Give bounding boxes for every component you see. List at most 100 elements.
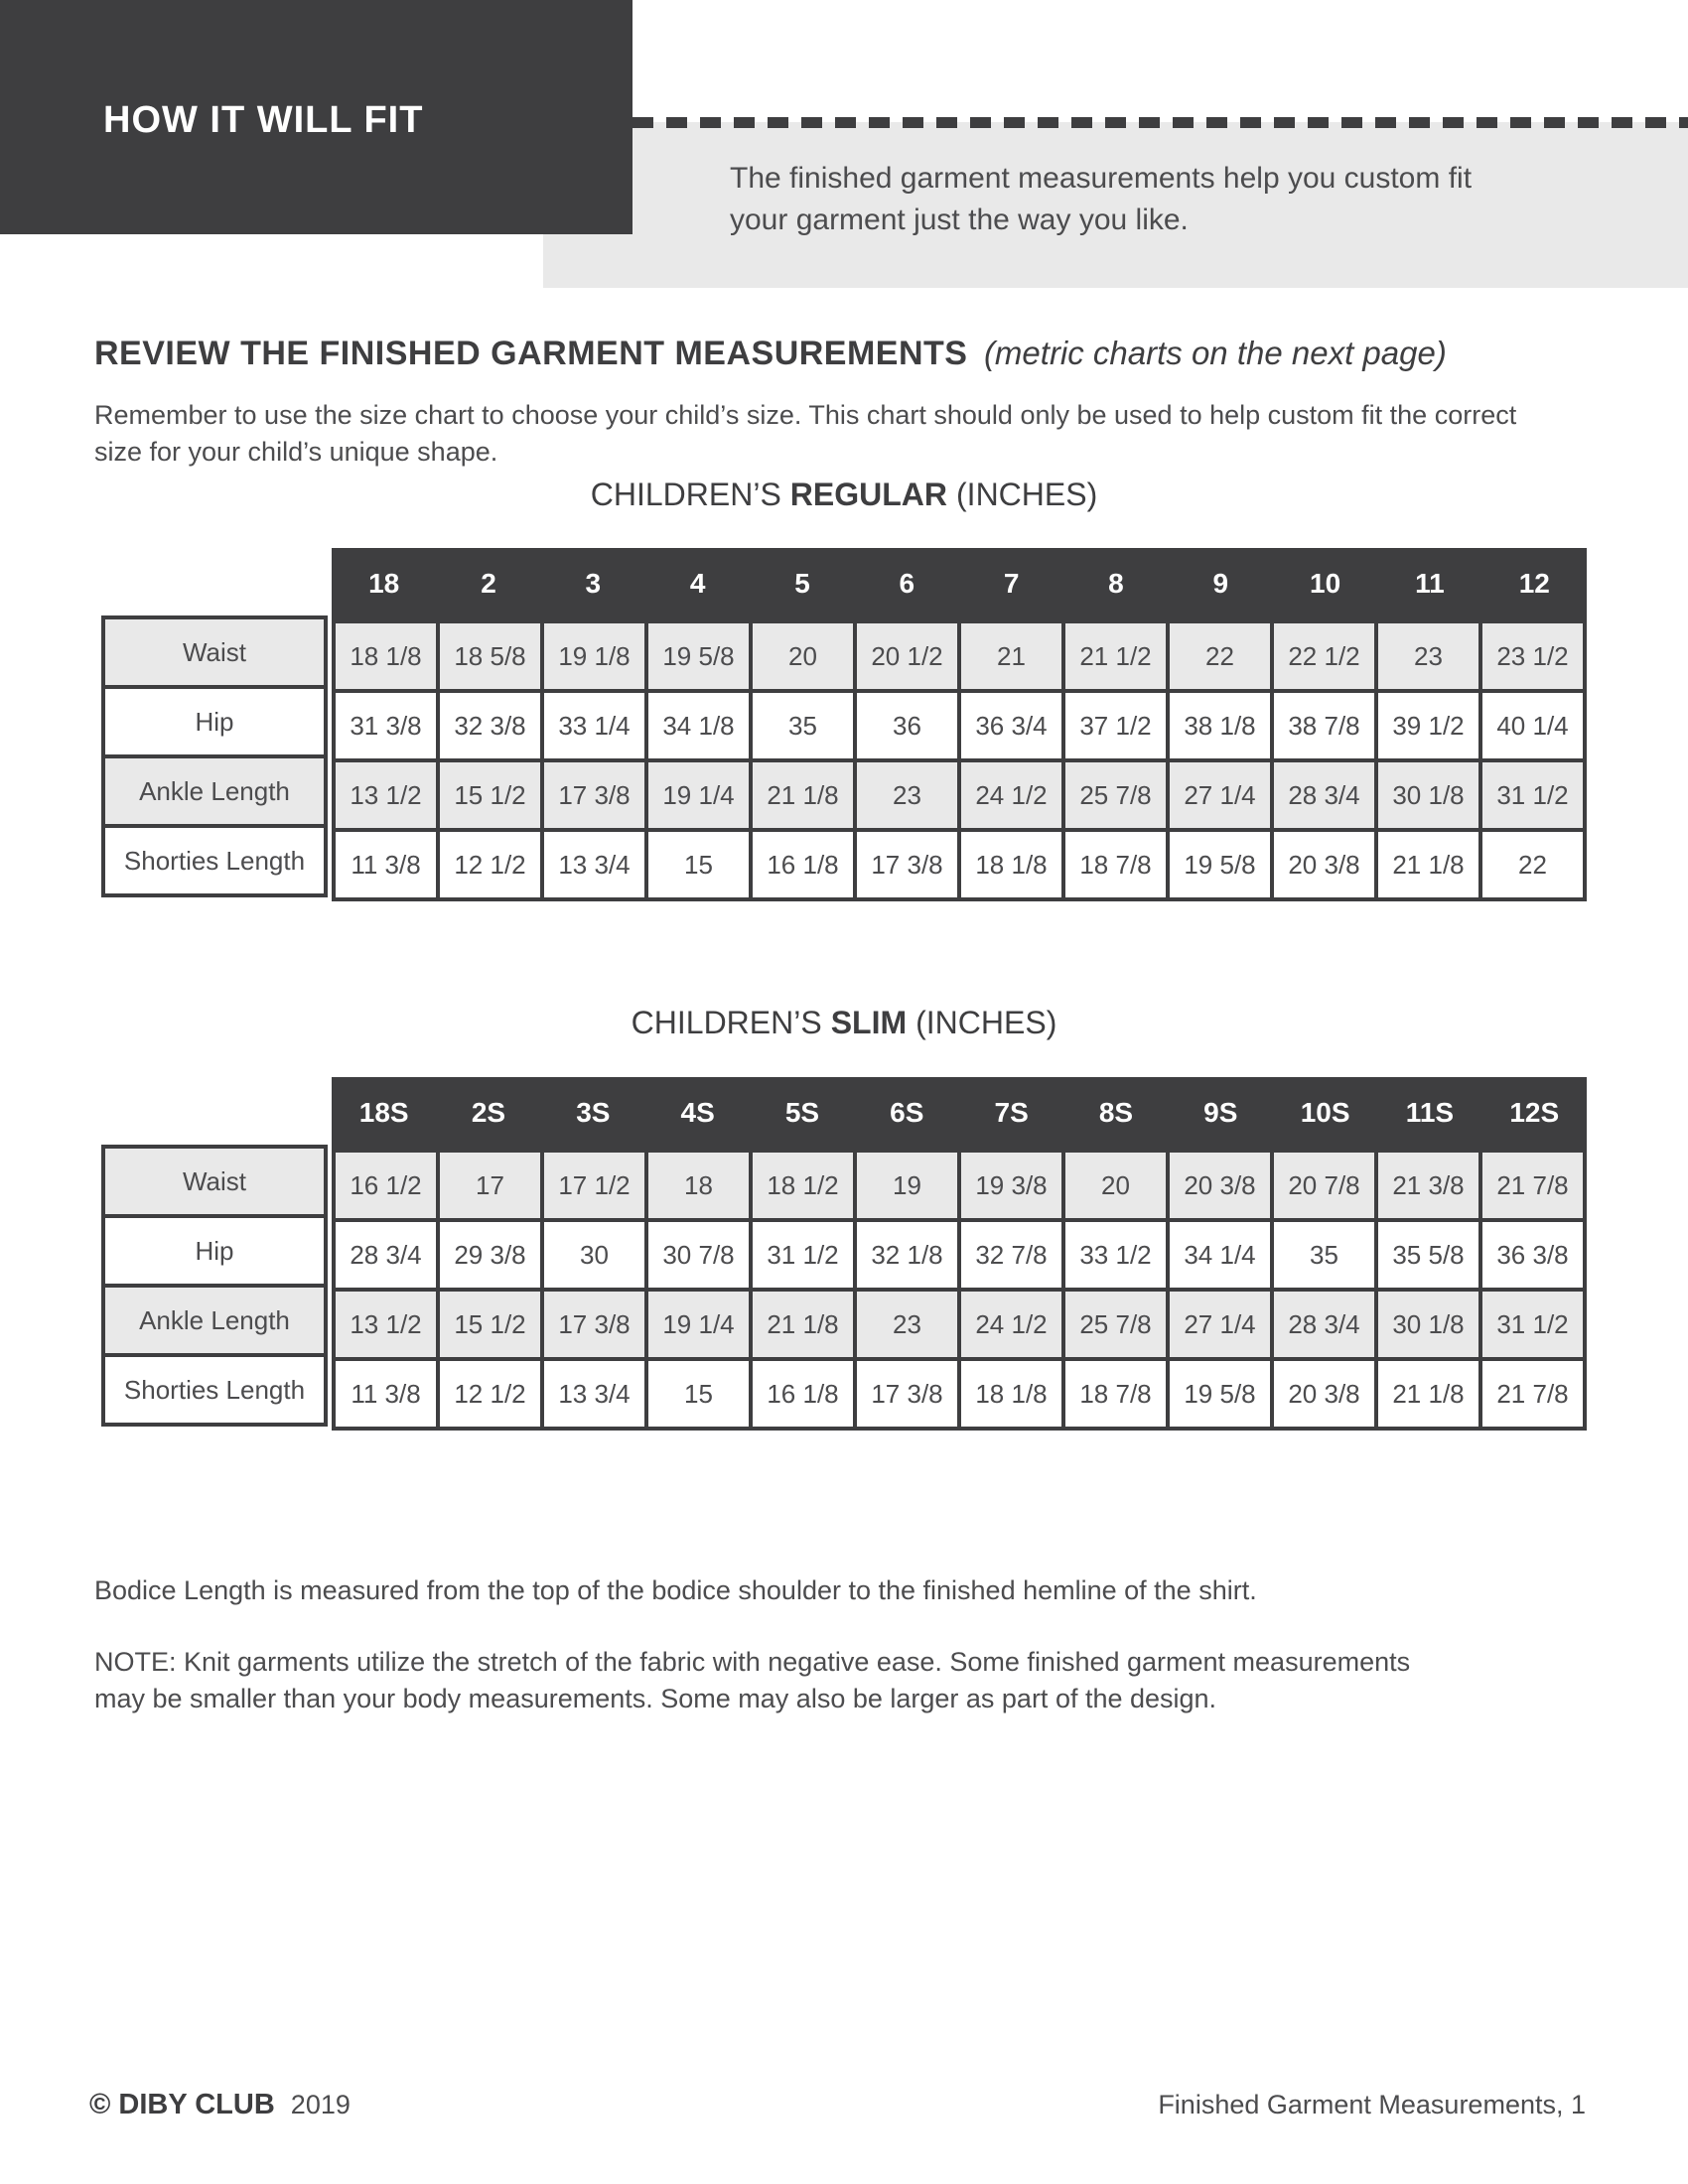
measurement-cell: 20 3/8 [1166, 1149, 1274, 1222]
row-label: Ankle Length [101, 754, 328, 828]
measurement-cell: 19 [853, 1149, 961, 1222]
size-column-header: 18S [358, 1097, 409, 1128]
measurement-cell: 18 [644, 1149, 753, 1222]
intro-highlight-box: The finished garment measurements help y… [543, 122, 1688, 288]
measurement-cell: 21 [957, 619, 1065, 693]
measurement-cell: 38 1/8 [1166, 689, 1274, 762]
size-column-header: 4 [689, 568, 706, 599]
measurements-block: 18S 2S 3S 4S 5S 6S 7S 8S 9S 10S 11S 12S 16 1/2 17 17 … [332, 1077, 1587, 1431]
table-row: Waist [101, 615, 328, 689]
measurement-cell: 17 3/8 [540, 758, 648, 832]
section-heading-main: REVIEW THE FINISHED GARMENT MEASUREMENTS [94, 335, 968, 372]
measurement-cell: 22 [1478, 828, 1587, 901]
table-row: Waist [101, 1145, 328, 1218]
regular-table-title: CHILDREN’S REGULAR (INCHES) [101, 477, 1587, 513]
measurement-cell: 32 1/8 [853, 1218, 961, 1292]
copyright-year: 2019 [290, 2090, 351, 2119]
header-banner: HOW IT WILL FIT [0, 0, 633, 234]
measurement-cell: 33 1/2 [1061, 1218, 1170, 1292]
measurement-cell: 27 1/4 [1166, 758, 1274, 832]
measurement-cell: 21 1/2 [1061, 619, 1170, 693]
size-column-header: 2 [481, 568, 496, 599]
dashed-divider [633, 117, 1688, 128]
table-title-prefix: CHILDREN’S [631, 1005, 822, 1040]
measurement-cell: 12 1/2 [436, 828, 544, 901]
table-row: 13 1/2 15 1/2 17 3/8 19 1/4 21 1/8 23 24 1/2 25… [332, 1288, 1587, 1361]
table-title-bold: REGULAR [789, 477, 948, 512]
bodice-length-note: Bodice Length is measured from the top o… [94, 1575, 1257, 1605]
measurement-cell: 25 7/8 [1061, 758, 1170, 832]
measurement-cell: 35 [749, 689, 857, 762]
table-title-prefix: CHILDREN’S [590, 477, 781, 512]
measurement-cell: 16 1/8 [749, 828, 857, 901]
table-title-suffix: (INCHES) [915, 1005, 1057, 1040]
measurements-block: 18 2 3 4 5 6 7 8 9 10 11 12 18 1/8 18 5/8 19 1/8 19 5/… [332, 548, 1587, 901]
measurement-cell: 18 1/2 [749, 1149, 857, 1222]
footer-page-label: Finished Garment Measurements, 1 [1158, 2090, 1586, 2119]
measurement-cell: 12 1/2 [436, 1357, 544, 1431]
size-column-header: 9S [1203, 1097, 1238, 1128]
measurement-cell: 33 1/4 [540, 689, 648, 762]
measurement-cell: 17 3/8 [853, 828, 961, 901]
measurement-cell: 16 1/2 [332, 1149, 440, 1222]
measurement-cell: 36 [853, 689, 961, 762]
row-label: Hip [101, 685, 328, 758]
measurement-cell: 30 7/8 [644, 1218, 753, 1292]
measurement-cell: 20 3/8 [1270, 1357, 1378, 1431]
table-row: Hip [101, 685, 328, 758]
measurement-cell: 11 3/8 [332, 828, 440, 901]
measurement-cell: 13 3/4 [540, 828, 648, 901]
measurement-cell: 19 1/8 [540, 619, 648, 693]
measurement-cell: 19 1/4 [644, 758, 753, 832]
size-column-header: 6S [890, 1097, 924, 1128]
measurement-cell: 31 3/8 [332, 689, 440, 762]
measurement-cell: 19 5/8 [1166, 828, 1274, 901]
size-column-header: 2S [471, 1097, 506, 1128]
measurement-cell: 15 1/2 [436, 1288, 544, 1361]
measurement-cell: 37 1/2 [1061, 689, 1170, 762]
measurement-cell: 31 1/2 [1478, 1288, 1587, 1361]
page-title: HOW IT WILL FIT [103, 99, 424, 141]
measurement-cell: 30 1/8 [1374, 1288, 1482, 1361]
size-column-header: 6 [899, 568, 915, 599]
measurement-cell: 24 1/2 [957, 758, 1065, 832]
size-column-header: 8 [1108, 568, 1124, 599]
measurement-cell: 35 [1270, 1218, 1378, 1292]
table-title-suffix: (INCHES) [956, 477, 1098, 512]
measurement-cell: 21 1/8 [1374, 1357, 1482, 1431]
size-column-header: 18 [368, 568, 400, 599]
size-column-header: 5 [794, 568, 810, 599]
measurement-cell: 18 1/8 [332, 619, 440, 693]
row-label: Hip [101, 1214, 328, 1288]
size-column-header: 4S [680, 1097, 715, 1128]
measurement-cell: 32 3/8 [436, 689, 544, 762]
measurements-grid: 16 1/2 17 17 1/2 18 18 1/2 19 19 3/8 20 20 3/8 20… [332, 1149, 1587, 1431]
measurement-cell: 21 1/8 [1374, 828, 1482, 901]
size-column-header: 7S [994, 1097, 1029, 1128]
measurement-cell: 25 7/8 [1061, 1288, 1170, 1361]
table-row: 18 1/8 18 5/8 19 1/8 19 5/8 20 20 1/2 21 21 1/2… [332, 619, 1587, 693]
table-row: 11 3/8 12 1/2 13 3/4 15 16 1/8 17 3/8 18 1/8 18… [332, 828, 1587, 901]
slim-table-title: CHILDREN’S SLIM (INCHES) [101, 1005, 1587, 1041]
row-label: Waist [101, 615, 328, 689]
measurement-cell: 18 7/8 [1061, 1357, 1170, 1431]
measurement-cell: 19 3/8 [957, 1149, 1065, 1222]
measurement-cell: 23 1/2 [1478, 619, 1587, 693]
measurement-cell: 23 [853, 1288, 961, 1361]
measurement-cell: 32 7/8 [957, 1218, 1065, 1292]
measurement-cell: 30 [540, 1218, 648, 1292]
regular-measurements-table: Waist Hip Ankle Length Shorties Length 18 2 3… [101, 548, 1587, 901]
measurement-cell: 13 3/4 [540, 1357, 648, 1431]
section-heading: REVIEW THE FINISHED GARMENT MEASUREMENTS… [94, 335, 1447, 373]
measurement-cell: 23 [853, 758, 961, 832]
measurement-cell: 27 1/4 [1166, 1288, 1274, 1361]
measurement-cell: 21 1/8 [749, 758, 857, 832]
measurement-cell: 19 5/8 [1166, 1357, 1274, 1431]
table-row: Hip [101, 1214, 328, 1288]
brand-logo: © DIBY CLUB [89, 2089, 275, 2120]
measurement-cell: 28 3/4 [1270, 758, 1378, 832]
measurement-cell: 16 1/8 [749, 1357, 857, 1431]
row-label-column: Waist Hip Ankle Length Shorties Length [101, 615, 328, 897]
measurement-cell: 39 1/2 [1374, 689, 1482, 762]
table-row: Shorties Length [101, 1353, 328, 1427]
